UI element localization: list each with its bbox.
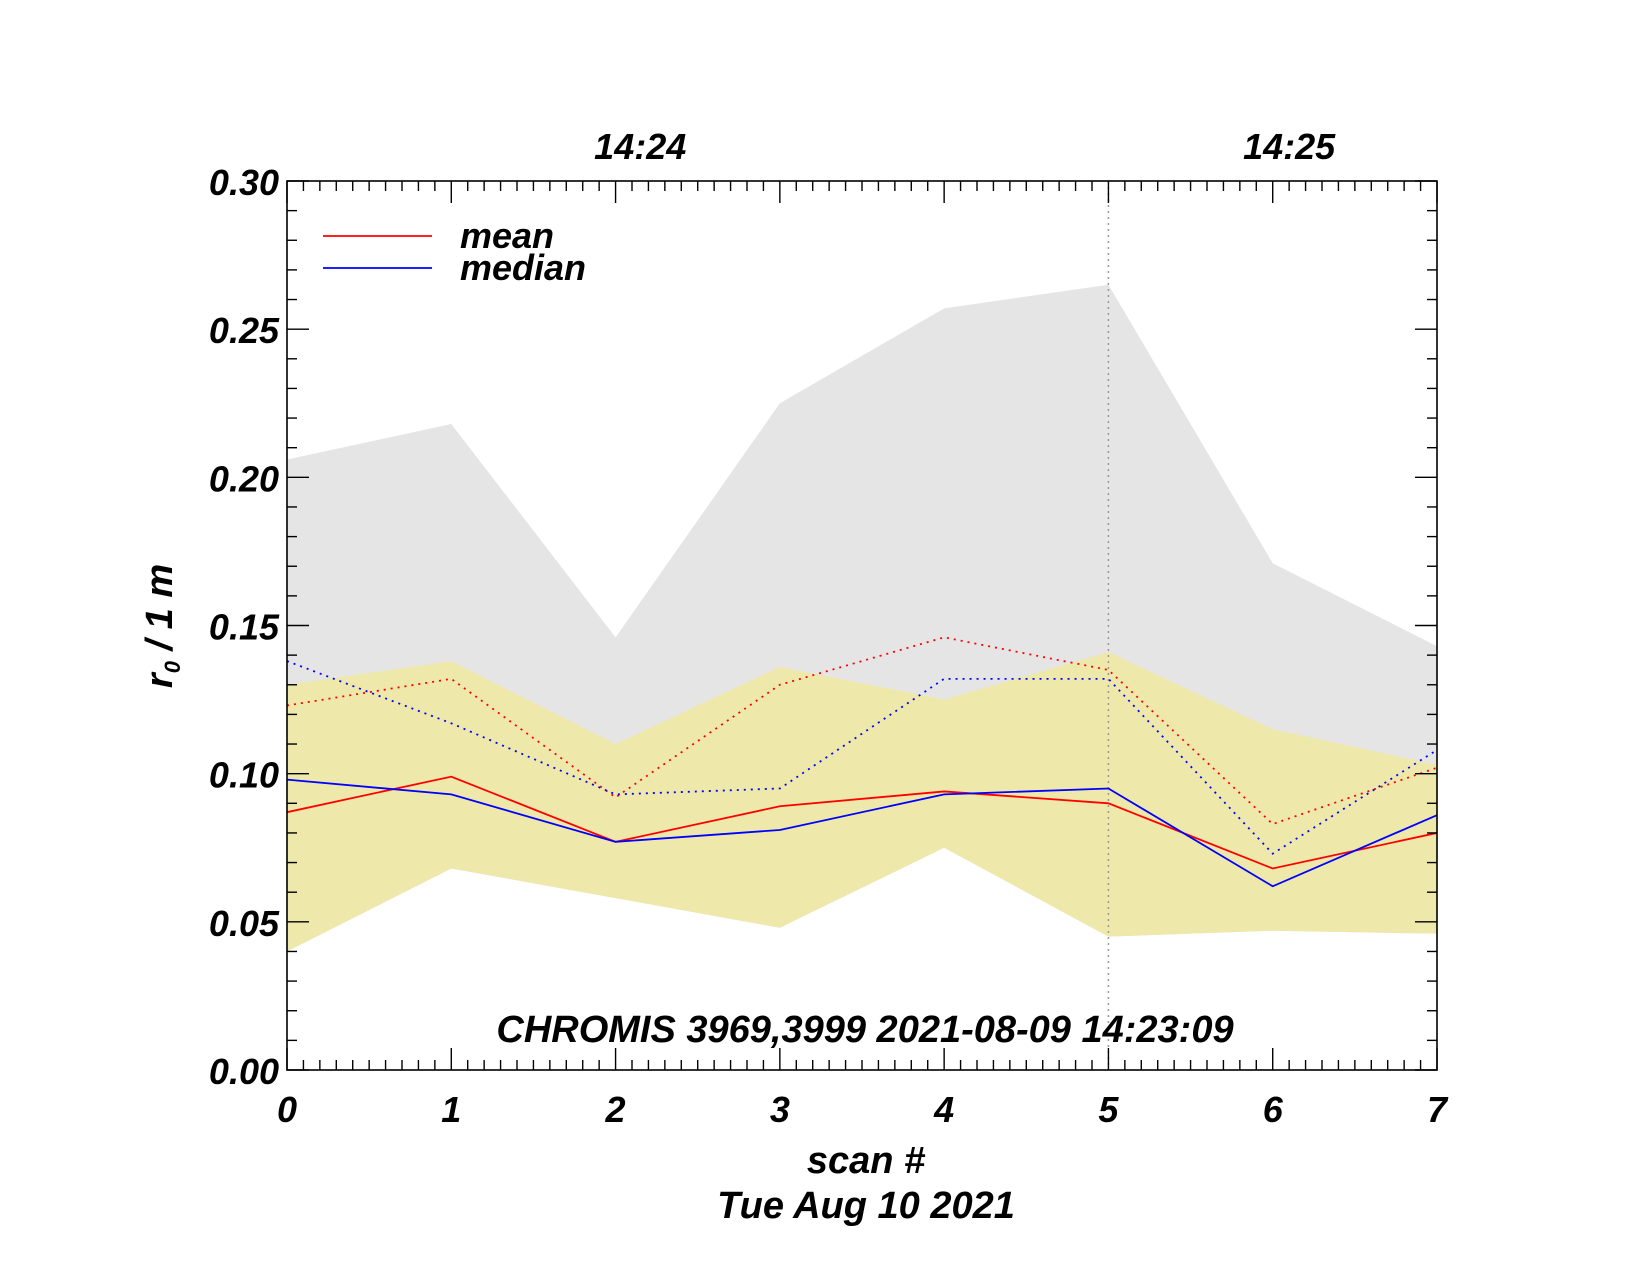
y-tick-label: 0.25 [209, 310, 280, 351]
x-tick-label: 4 [933, 1089, 954, 1130]
series-line-0 [286, 775, 1438, 870]
x-tick-label: 2 [605, 1089, 626, 1130]
y-axis-label-unit: / 1 m [139, 564, 181, 661]
y-tick-label: 0.20 [209, 458, 279, 499]
x-axis-label: scan # [807, 1140, 926, 1182]
top-axis-labels: 14:24 14:25 [594, 126, 1336, 167]
y-tick-label: 0.15 [209, 607, 280, 648]
y-axis-label-sub: 0 [160, 660, 185, 673]
y-tick-label: 0.30 [209, 162, 279, 203]
x-tick-label: 6 [1263, 1089, 1284, 1130]
bands-layer [287, 284, 1437, 952]
ticks-layer [286, 180, 1438, 1071]
top-time-label: 14:25 [1243, 126, 1336, 167]
series-line-3 [286, 660, 1438, 855]
y-tick-label: 0.10 [209, 755, 279, 796]
series-layer [286, 636, 1438, 888]
series-line-1 [286, 778, 1438, 888]
legend-label-median: median [460, 247, 586, 288]
x-tick-label: 1 [441, 1089, 461, 1130]
x-axis-date-label: Tue Aug 10 2021 [717, 1185, 1015, 1227]
x-tick-label: 0 [277, 1089, 297, 1130]
y-tick-label: 0.05 [209, 903, 280, 944]
band-1 [287, 652, 1437, 952]
y-axis-label-r: r [139, 671, 181, 688]
legend-label-mean: mean [460, 215, 554, 256]
tick-labels-layer: 0 1 2 3 4 5 6 7 0.00 0.05 0.10 0.15 0.20 0.25 0.30 [209, 162, 1449, 1130]
x-tick-label: 5 [1098, 1089, 1119, 1130]
x-tick-label: 3 [770, 1089, 790, 1130]
chart-annotation: CHROMIS 3969,3999 2021-08-09 14:23:09 [496, 1009, 1233, 1051]
x-tick-label: 7 [1427, 1089, 1449, 1130]
y-tick-label: 0.00 [209, 1051, 279, 1092]
top-time-label: 14:24 [594, 126, 686, 167]
y-axis-label: r0 / 1 m [139, 564, 185, 688]
